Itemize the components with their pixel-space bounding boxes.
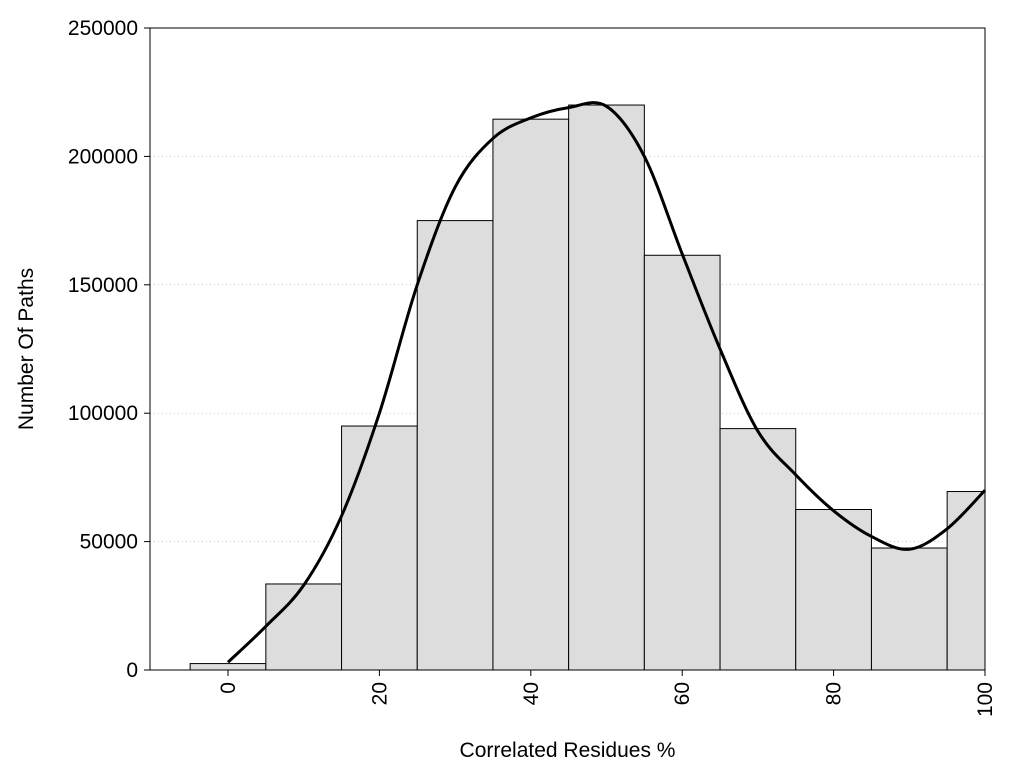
y-tick-label: 250000 xyxy=(68,17,138,40)
plot-frame xyxy=(149,27,986,671)
histogram-bar xyxy=(416,220,494,671)
x-tick-label: 40 xyxy=(520,682,543,705)
density-curve xyxy=(226,101,987,664)
histogram-bar xyxy=(946,491,986,671)
y-tick-label: 100000 xyxy=(68,402,138,425)
x-axis-label: Correlated Residues % xyxy=(460,739,676,762)
histogram-bar xyxy=(870,547,948,671)
x-tick-label: 60 xyxy=(671,682,694,705)
histogram-bar xyxy=(265,583,343,671)
histogram-bar xyxy=(795,509,872,671)
y-tick-label: 150000 xyxy=(68,274,138,297)
histogram-bar xyxy=(492,118,570,671)
x-axis-ticks: 0 20 40 60 80 100 xyxy=(217,670,997,717)
y-axis-ticks: 0 50000 100000 150000 200000 250000 xyxy=(68,17,150,682)
histogram-bar xyxy=(643,254,721,671)
density-curve-line xyxy=(226,101,987,664)
histogram-bar xyxy=(568,104,645,671)
x-tick-label: 20 xyxy=(368,682,391,705)
histogram-bar xyxy=(341,425,418,671)
x-tick-label: 0 xyxy=(217,682,240,694)
x-tick-label: 80 xyxy=(823,682,846,705)
x-tick-label: 100 xyxy=(974,682,997,717)
bars xyxy=(189,104,986,671)
histogram-bar xyxy=(719,428,797,671)
y-tick-label: 50000 xyxy=(80,531,138,554)
histogram-bar xyxy=(189,663,267,671)
y-tick-label: 200000 xyxy=(68,145,138,168)
y-tick-label: 0 xyxy=(126,659,138,682)
y-axis-label: Number Of Paths xyxy=(15,268,38,430)
